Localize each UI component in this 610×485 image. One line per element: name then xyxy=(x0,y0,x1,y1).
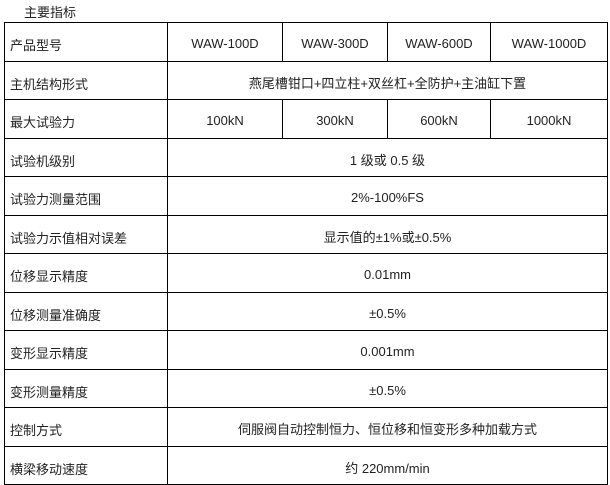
table-row: 变形显示精度 0.001mm xyxy=(4,330,608,370)
model-cell: WAW-300D xyxy=(282,22,388,62)
row-label: 变形显示精度 xyxy=(4,330,168,370)
row-label: 试验机级别 xyxy=(4,137,168,177)
value-cell: ±0.5% xyxy=(167,291,608,331)
table-row: 变形测量精度 ±0.5% xyxy=(4,368,608,408)
value-cell: 0.01mm xyxy=(167,253,608,293)
row-label: 试验力测量范围 xyxy=(4,176,168,216)
row-label: 产品型号 xyxy=(4,22,168,62)
table-row: 试验机级别 1 级或 0.5 级 xyxy=(4,137,608,177)
value-cell: 100kN xyxy=(167,99,283,139)
row-label: 位移显示精度 xyxy=(4,253,168,293)
table-row: 控制方式 伺服阀自动控制恒力、恒位移和恒变形多种加载方式 xyxy=(4,407,608,447)
value-cell: 1 级或 0.5 级 xyxy=(167,137,608,177)
row-label: 控制方式 xyxy=(4,407,168,447)
table-row: 位移测量准确度 ±0.5% xyxy=(4,291,608,331)
table-row: 最大试验力 100kN 300kN 600kN 1000kN xyxy=(4,99,608,139)
row-label: 位移测量准确度 xyxy=(4,291,168,331)
row-label: 主机结构形式 xyxy=(4,60,168,100)
value-cell: 2%-100%FS xyxy=(167,176,608,216)
row-label: 横梁移动速度 xyxy=(4,445,168,485)
table-row: 位移显示精度 0.01mm xyxy=(4,253,608,293)
table-row: 主机结构形式 燕尾槽钳口+四立柱+双丝杠+全防护+主油缸下置 xyxy=(4,60,608,100)
table-row: 产品型号 WAW-100D WAW-300D WAW-600D WAW-1000D xyxy=(4,22,608,62)
value-cell: 300kN xyxy=(282,99,388,139)
value-cell: 约 220mm/min xyxy=(167,445,608,485)
row-label: 变形测量精度 xyxy=(4,368,168,408)
value-cell: 显示值的±1%或±0.5% xyxy=(167,214,608,254)
value-cell: 600kN xyxy=(387,99,491,139)
value-cell: ±0.5% xyxy=(167,368,608,408)
model-cell: WAW-600D xyxy=(387,22,491,62)
value-cell: 燕尾槽钳口+四立柱+双丝杠+全防护+主油缸下置 xyxy=(167,60,608,100)
value-cell: 1000kN xyxy=(490,99,608,139)
table-row: 横梁移动速度约 220mm/min xyxy=(4,445,608,485)
spec-table: 产品型号 WAW-100D WAW-300D WAW-600D WAW-1000D 主机结… xyxy=(4,22,608,485)
value-cell: 0.001mm xyxy=(167,330,608,370)
section-title: 主要指标 xyxy=(24,5,77,20)
row-label: 试验力示值相对误差 xyxy=(4,214,168,254)
model-cell: WAW-1000D xyxy=(490,22,608,62)
table-row: 试验力测量范围 2%-100%FS xyxy=(4,176,608,216)
table-row: 试验力示值相对误差 显示值的±1%或±0.5% xyxy=(4,214,608,254)
model-cell: WAW-100D xyxy=(167,22,283,62)
row-label: 最大试验力 xyxy=(4,99,168,139)
value-cell: 伺服阀自动控制恒力、恒位移和恒变形多种加载方式 xyxy=(167,407,608,447)
